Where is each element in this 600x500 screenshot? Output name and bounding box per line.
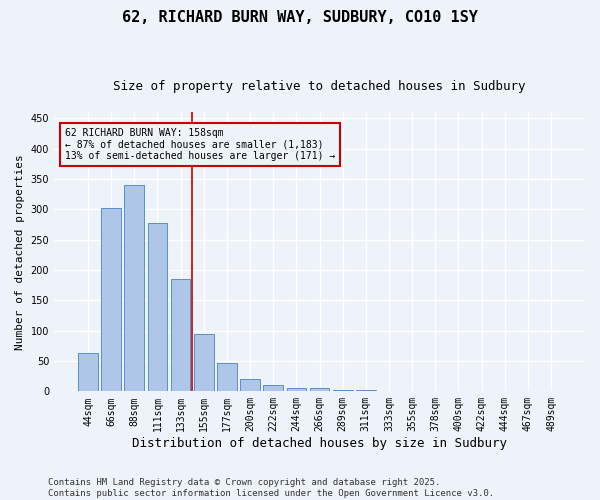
Bar — [148, 222, 167, 392]
Bar — [171, 279, 190, 392]
Bar — [402, 390, 422, 392]
Bar — [78, 353, 98, 392]
Bar — [124, 185, 144, 392]
Bar — [287, 388, 306, 392]
Bar — [449, 390, 468, 392]
Bar — [194, 334, 214, 392]
X-axis label: Distribution of detached houses by size in Sudbury: Distribution of detached houses by size … — [132, 437, 507, 450]
Bar — [333, 390, 353, 392]
Y-axis label: Number of detached properties: Number of detached properties — [15, 154, 25, 350]
Bar — [310, 388, 329, 392]
Title: Size of property relative to detached houses in Sudbury: Size of property relative to detached ho… — [113, 80, 526, 93]
Bar — [356, 390, 376, 392]
Bar — [101, 208, 121, 392]
Text: 62, RICHARD BURN WAY, SUDBURY, CO10 1SY: 62, RICHARD BURN WAY, SUDBURY, CO10 1SY — [122, 10, 478, 25]
Bar — [240, 378, 260, 392]
Text: 62 RICHARD BURN WAY: 158sqm
← 87% of detached houses are smaller (1,183)
13% of : 62 RICHARD BURN WAY: 158sqm ← 87% of det… — [65, 128, 335, 161]
Bar — [263, 384, 283, 392]
Bar — [217, 364, 237, 392]
Text: Contains HM Land Registry data © Crown copyright and database right 2025.
Contai: Contains HM Land Registry data © Crown c… — [48, 478, 494, 498]
Bar — [541, 390, 561, 392]
Bar — [379, 390, 399, 392]
